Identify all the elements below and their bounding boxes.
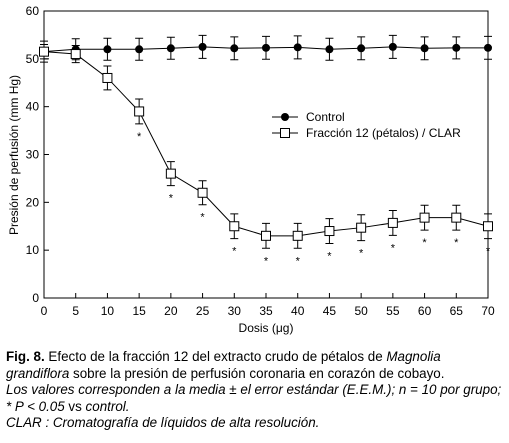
x-tick-label: 5 — [72, 304, 79, 318]
point — [324, 226, 335, 237]
y-tick-label: 40 — [26, 100, 40, 114]
point — [103, 45, 112, 54]
caption: Fig. 8. Efecto de la fracción 12 del ext… — [6, 349, 506, 432]
point — [261, 230, 271, 241]
point — [451, 212, 462, 223]
y-tick-label: 60 — [26, 4, 40, 18]
x-tick-label: 10 — [101, 304, 115, 318]
point — [293, 43, 302, 52]
y-tick-label: 30 — [26, 148, 40, 162]
significance-mark: * — [422, 237, 427, 249]
point — [484, 43, 492, 52]
point — [292, 230, 303, 241]
point — [357, 44, 366, 53]
point — [166, 44, 175, 53]
x-tick-label: 45 — [323, 304, 337, 318]
point — [419, 212, 430, 223]
caption-text: Los valores corresponden a la media ± el… — [6, 382, 502, 414]
point — [229, 221, 240, 232]
y-tick-label: 20 — [26, 195, 40, 209]
caption-paragraph: Fig. 8. Efecto de la fracción 12 del ext… — [6, 349, 506, 382]
significance-mark: * — [296, 255, 301, 267]
point — [134, 106, 145, 117]
point — [39, 46, 49, 57]
caption-text: Magnolia grandiflora — [6, 349, 441, 381]
caption-text: sobre la presión de perfusión coronaria … — [69, 365, 445, 381]
caption-text: control. — [85, 398, 130, 414]
caption-text: Fig. 8. — [6, 349, 45, 364]
point — [165, 168, 176, 179]
significance-mark: * — [454, 237, 459, 249]
legend-marker — [280, 128, 290, 138]
point — [420, 44, 429, 53]
caption-text: CLAR : Cromatografía de líquidos de alta… — [6, 415, 320, 431]
caption-text: vs — [64, 398, 86, 414]
significance-mark: * — [200, 212, 205, 224]
x-tick-label: 60 — [418, 304, 432, 318]
caption-paragraph: CLAR : Cromatografía de líquidos de alta… — [6, 415, 506, 432]
x-tick-label: 65 — [450, 304, 464, 318]
point — [452, 43, 461, 52]
point — [356, 222, 367, 233]
caption-paragraph: Los valores corresponden a la media ± el… — [6, 382, 506, 415]
significance-mark: * — [264, 255, 269, 267]
x-tick-label: 50 — [354, 304, 368, 318]
significance-mark: * — [327, 250, 332, 262]
legend-label: Fracción 12 (pétalos) / CLAR — [306, 126, 461, 140]
x-tick-label: 25 — [196, 304, 210, 318]
y-tick-label: 10 — [26, 243, 40, 257]
caption-text: Efecto de la fracción 12 del extracto cr… — [44, 349, 387, 364]
point — [198, 42, 207, 51]
point — [70, 49, 81, 60]
x-tick-label: 55 — [386, 304, 400, 318]
point — [135, 45, 144, 54]
point — [325, 45, 334, 54]
point — [197, 187, 208, 198]
x-axis-label: Dosis (μg) — [239, 321, 294, 335]
x-tick-label: 20 — [164, 304, 178, 318]
point — [483, 221, 493, 232]
significance-mark: * — [359, 248, 364, 260]
x-tick-label: 40 — [291, 304, 305, 318]
legend-label: Control — [306, 110, 345, 124]
significance-mark: * — [169, 193, 174, 205]
significance-mark: * — [137, 131, 142, 143]
point — [230, 44, 239, 53]
x-tick-label: 15 — [132, 304, 146, 318]
point — [387, 217, 398, 228]
y-axis-label: Presión de perfusión (mm Hg) — [7, 75, 21, 235]
x-tick-label: 70 — [481, 304, 495, 318]
point — [262, 43, 270, 52]
legend-marker — [281, 113, 289, 121]
x-tick-label: 30 — [228, 304, 242, 318]
x-tick-label: 0 — [41, 304, 48, 318]
y-tick-label: 50 — [26, 52, 40, 66]
x-tick-label: 35 — [259, 304, 273, 318]
chart: Presión de perfusión (mm Hg) Dosis (μg) … — [7, 4, 495, 335]
y-tick-label: 0 — [32, 291, 39, 305]
point — [102, 72, 113, 83]
significance-mark: * — [232, 246, 237, 258]
point — [388, 42, 397, 51]
significance-mark: * — [391, 242, 396, 254]
significance-mark: * — [486, 246, 491, 258]
